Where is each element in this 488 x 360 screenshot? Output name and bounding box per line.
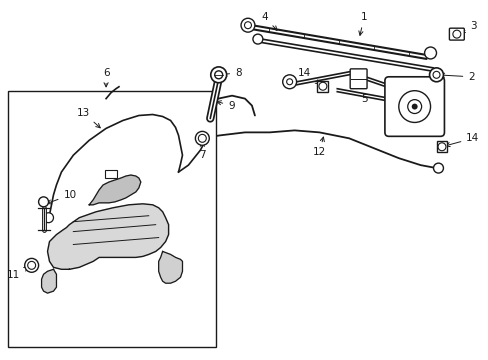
Circle shape [282, 75, 296, 89]
FancyBboxPatch shape [436, 141, 447, 152]
Circle shape [25, 258, 39, 272]
Circle shape [241, 18, 254, 32]
Text: 14: 14 [297, 68, 319, 84]
Text: 8: 8 [222, 68, 241, 78]
Text: 5: 5 [358, 82, 366, 104]
Polygon shape [41, 269, 56, 293]
Text: 12: 12 [312, 137, 325, 157]
Text: 6: 6 [102, 68, 109, 87]
Circle shape [428, 68, 443, 82]
FancyBboxPatch shape [349, 69, 366, 89]
Circle shape [252, 34, 263, 44]
Polygon shape [47, 204, 168, 269]
Text: 11: 11 [7, 267, 28, 280]
Circle shape [195, 131, 209, 145]
Polygon shape [89, 175, 141, 205]
Circle shape [43, 213, 53, 223]
Bar [8, 91, 216, 347]
Circle shape [424, 47, 436, 59]
Polygon shape [158, 251, 182, 283]
Text: 10: 10 [47, 190, 77, 204]
Text: 3: 3 [460, 21, 476, 32]
Circle shape [433, 163, 443, 173]
Text: 1: 1 [358, 12, 366, 35]
FancyBboxPatch shape [384, 77, 444, 136]
Text: 2: 2 [440, 72, 474, 82]
Text: 4: 4 [261, 12, 277, 30]
Circle shape [39, 197, 48, 207]
Circle shape [210, 67, 226, 83]
FancyBboxPatch shape [317, 81, 327, 92]
FancyBboxPatch shape [105, 170, 117, 178]
FancyBboxPatch shape [448, 28, 463, 40]
Text: 14: 14 [445, 133, 479, 147]
Text: 13: 13 [77, 108, 100, 128]
Text: 7: 7 [199, 142, 205, 160]
Text: 9: 9 [217, 100, 234, 111]
Circle shape [411, 104, 417, 109]
